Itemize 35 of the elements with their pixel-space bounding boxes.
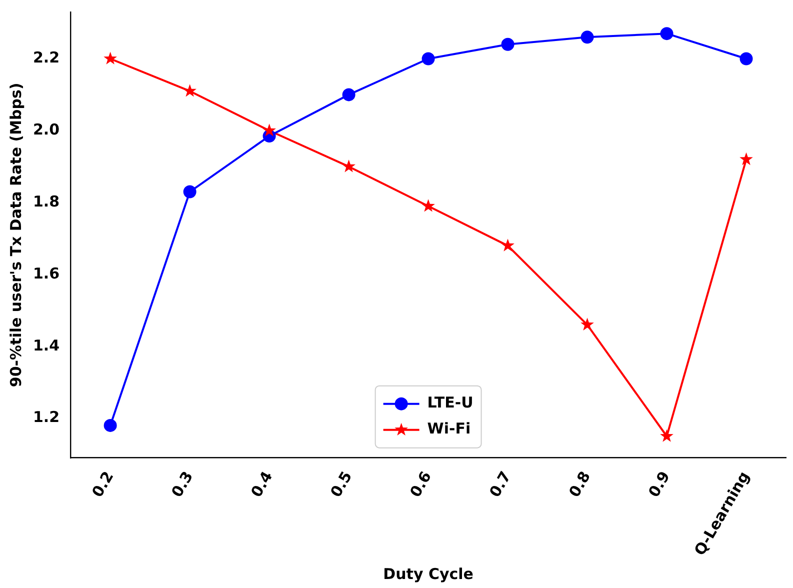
x-tick-label: 0.9 — [644, 468, 674, 500]
point — [104, 418, 117, 432]
point — [660, 27, 674, 40]
point — [580, 318, 594, 330]
x-tick-label: 0.4 — [247, 468, 276, 500]
point — [740, 152, 753, 166]
point — [660, 429, 674, 442]
point — [183, 185, 196, 198]
y-tick-label: 2.2 — [32, 48, 60, 67]
y-tick-label: 1.6 — [32, 264, 60, 282]
point — [342, 160, 356, 172]
legend-label: Wi-Fi — [427, 420, 471, 438]
point — [501, 238, 514, 252]
point — [501, 38, 514, 51]
x-tick-label: 0.7 — [486, 468, 515, 500]
point — [104, 52, 117, 64]
point — [580, 30, 594, 44]
x-axis-title: Duty Cycle — [383, 564, 474, 583]
point — [740, 52, 753, 66]
legend-label: LTE-U — [427, 394, 474, 412]
point — [422, 52, 435, 66]
y-tick-label: 2.0 — [32, 120, 60, 139]
point — [342, 88, 356, 102]
x-tick-label: 0.6 — [406, 468, 436, 500]
x-tick-label: 0.8 — [565, 468, 594, 500]
y-axis-title: 90-%tile user's Tx Data Rate (Mbps) — [6, 82, 25, 388]
x-tick-label: 0.3 — [168, 468, 197, 500]
x-tick-label: 0.2 — [88, 468, 118, 500]
point — [422, 199, 435, 212]
point — [183, 84, 196, 97]
point — [262, 124, 276, 136]
y-tick-label: 1.4 — [32, 336, 60, 354]
x-tick-label: 0.5 — [326, 468, 356, 500]
y-tick-label: 1.8 — [32, 192, 60, 210]
y-tick-label: 1.2 — [32, 408, 60, 426]
